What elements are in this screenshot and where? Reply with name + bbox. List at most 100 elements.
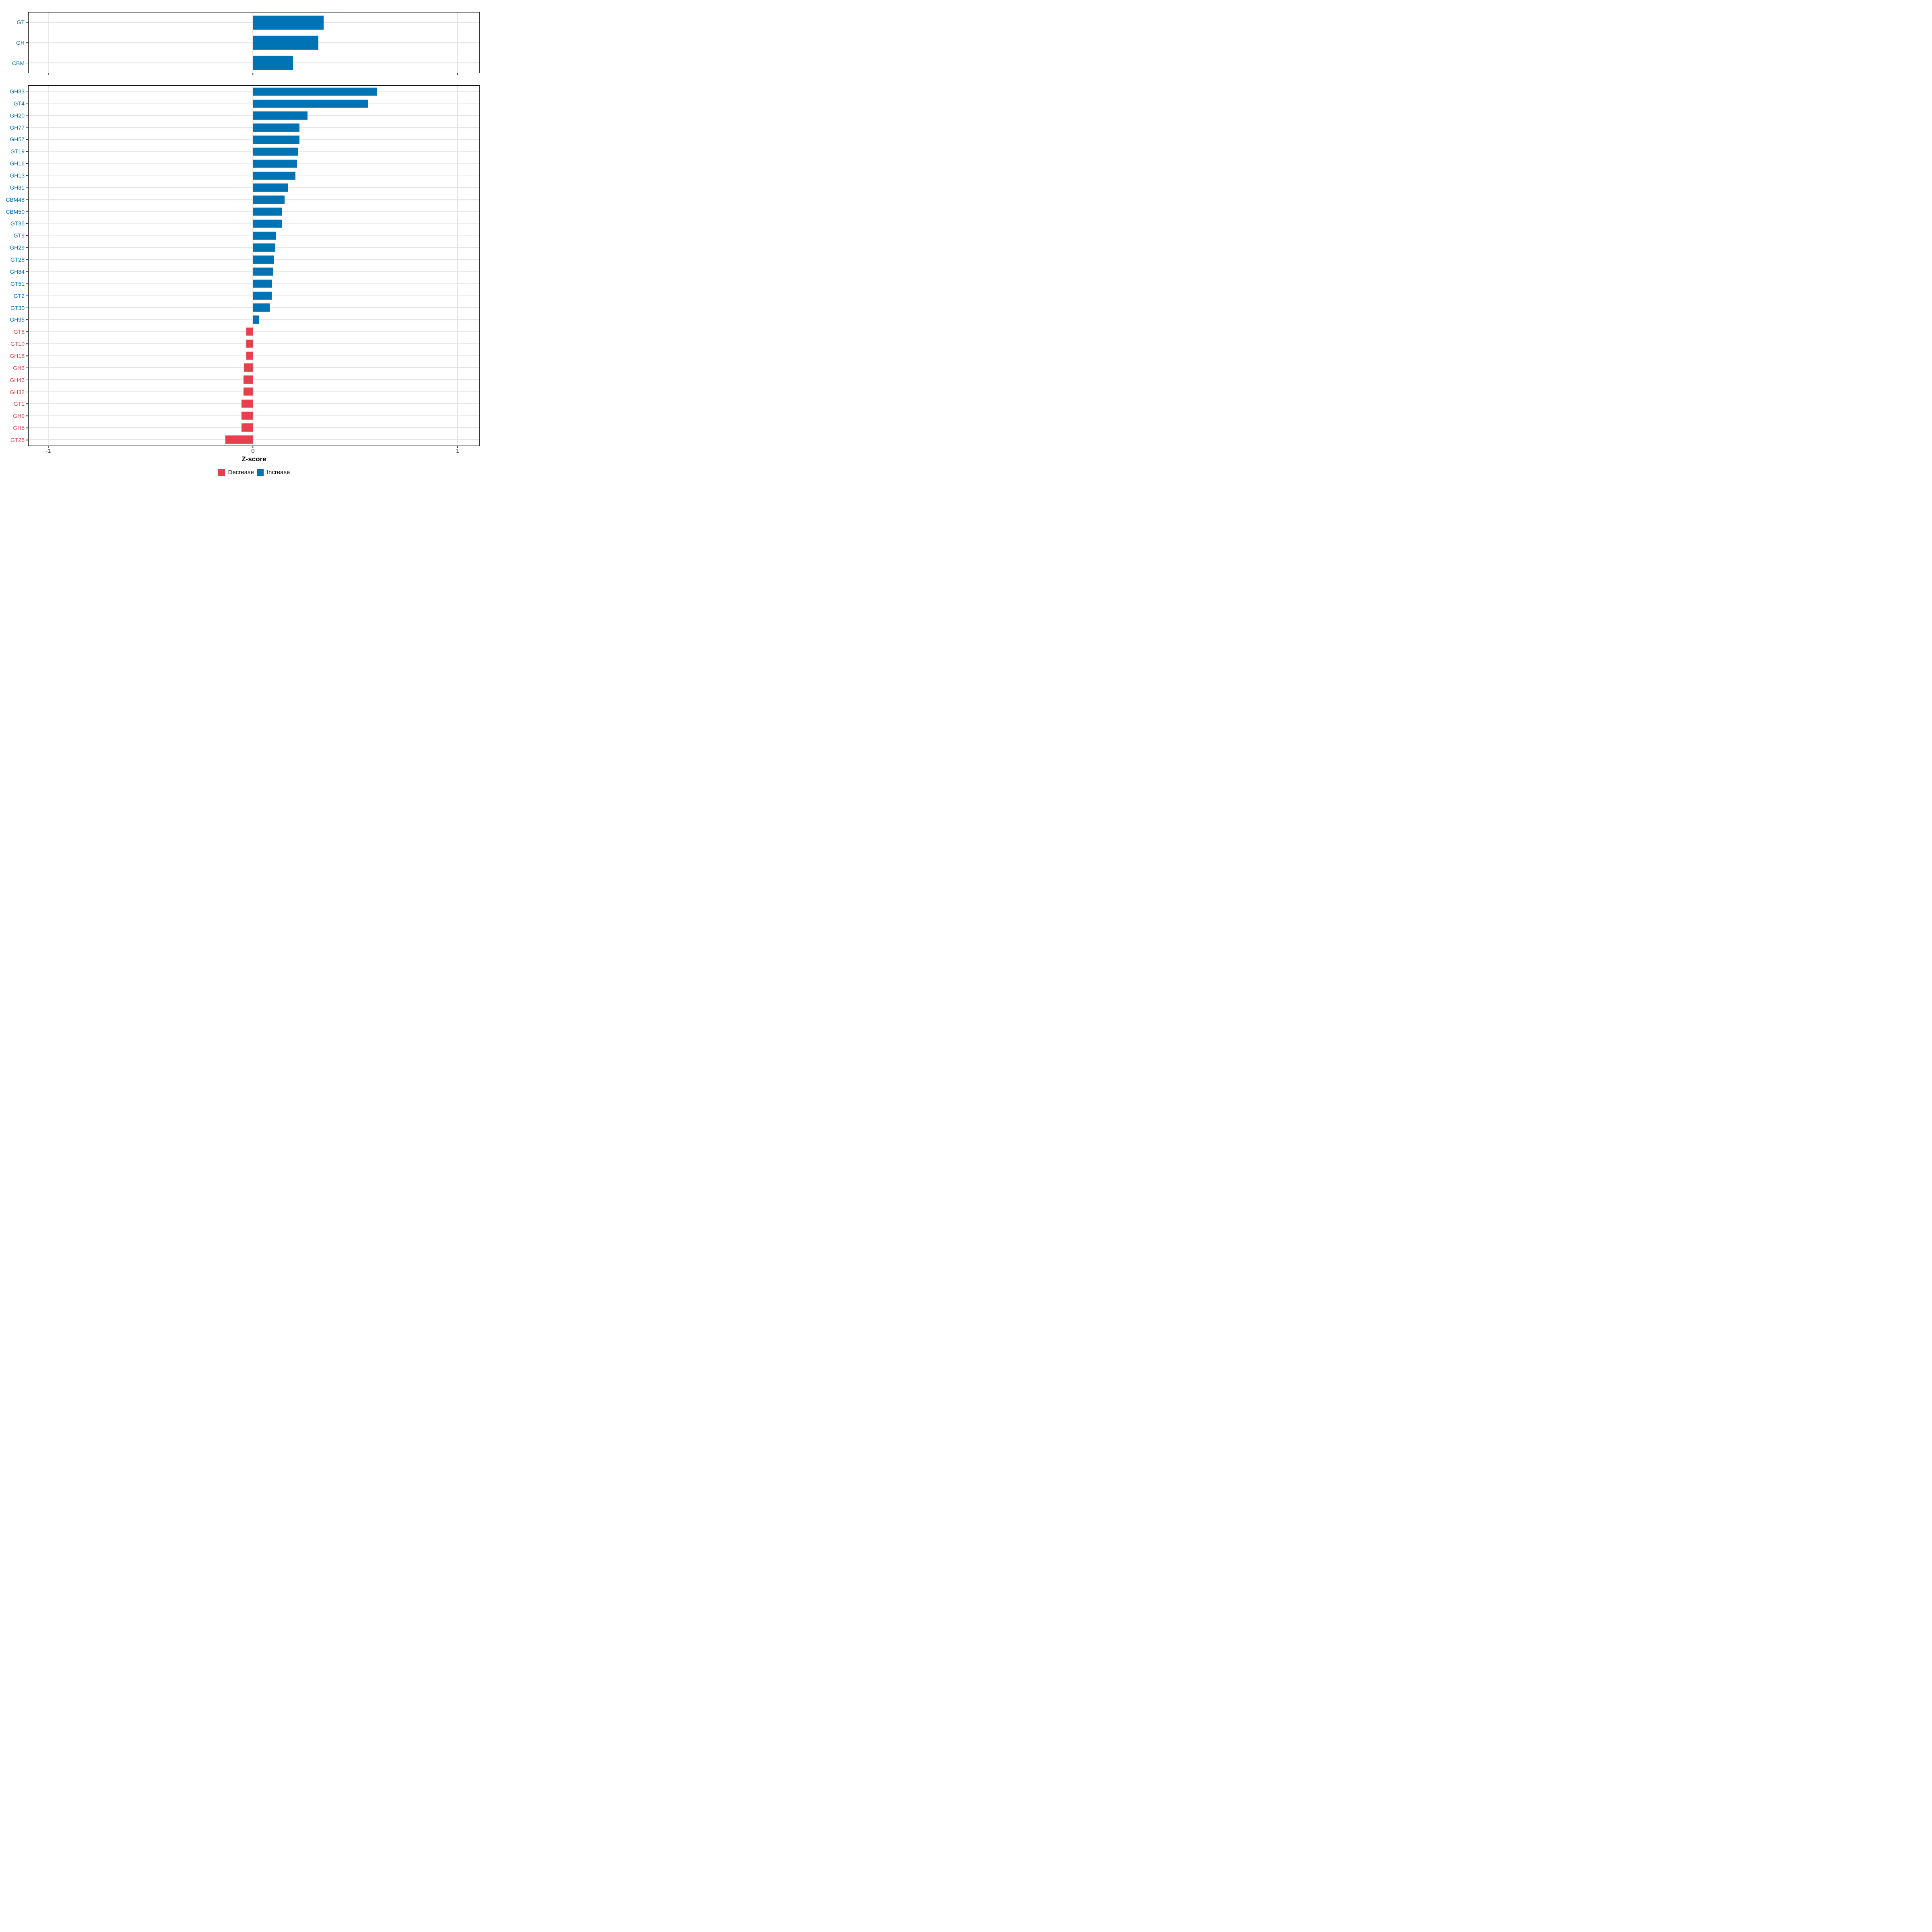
y-tick-mark [26,367,28,368]
y-axis-label-GH16: GH16 [10,160,25,167]
x-tick-label: 0 [251,448,255,454]
y-tick-mark [26,115,28,116]
bar-GT19 [253,147,298,156]
y-gridline [29,331,479,332]
bar-GT30 [253,303,270,312]
y-tick-mark [26,403,28,405]
y-axis-label-GH5: GH5 [13,425,25,431]
y-axis-label-GT30: GT30 [10,304,25,311]
bar-GH57 [253,135,299,144]
y-axis-label-CBM: CBM [12,60,25,66]
y-tick-mark [26,295,28,296]
y-tick-mark [26,151,28,152]
y-tick-mark [26,247,28,248]
y-axis-label-GH95: GH95 [10,316,25,323]
bar-GT35 [253,219,283,228]
x-tick-label: 1 [456,448,460,454]
y-axis-label-CBM50: CBM50 [6,208,25,215]
x-gridline [252,86,254,446]
x-tick-mark [48,73,49,75]
y-axis-label-GT35: GT35 [10,220,25,227]
y-axis-label-GH84: GH84 [10,268,25,275]
figure: GT GH CBM GH33 GT4 GH20 GH77 GH57 GT19 GH16 GH13 G… [0,0,483,483]
bar-GH16 [253,159,297,168]
y-axis-label-GH77: GH77 [10,124,25,131]
y-gridline [29,427,479,428]
y-axis-label-GH: GH [16,39,25,46]
y-gridline [29,403,479,404]
y-tick-mark [26,91,28,92]
bar-GH77 [253,124,300,132]
y-tick-mark [26,103,28,104]
y-axis-labels-summary: GT GH CBM [0,12,28,73]
x-axis-title: Z-score [242,455,266,463]
y-axis-label-GH20: GH20 [10,112,25,119]
x-tick-mark [252,446,254,448]
x-gridline [457,86,458,446]
y-tick-mark [26,355,28,356]
y-tick-mark [26,235,28,236]
bar-CBM48 [253,195,285,204]
y-axis-labels-families: GH33 GT4 GH20 GH77 GH57 GT19 GH16 GH13 GH31 CBM48… [0,85,28,446]
legend-swatch-increase [256,469,264,476]
y-tick-mark [26,139,28,140]
bar-GT4 [253,99,368,108]
bar-GT2 [253,291,272,300]
y-axis-label-GH3: GH3 [13,364,25,371]
y-axis-label-GT28: GT28 [10,256,25,263]
x-tick-mark [457,446,458,448]
bar-GH29 [253,244,276,252]
y-tick-mark [26,22,28,23]
y-tick-mark [26,283,28,284]
y-tick-mark [26,175,28,176]
y-tick-mark [26,62,28,64]
plot-panel-summary [28,12,480,75]
bar-GH84 [253,267,273,276]
y-axis-label-GH18: GH18 [10,353,25,359]
y-tick-mark [26,343,28,344]
legend-item-decrease: Decrease [218,469,254,476]
plot-panel-families [28,85,480,448]
bar-GH9 [241,411,253,420]
bar-GT [253,15,324,30]
y-gridline [29,439,479,440]
legend-label-decrease: Decrease [228,469,254,476]
y-axis-label-GT1: GT1 [13,400,25,407]
bar-GT26 [225,435,253,444]
y-tick-mark [26,271,28,272]
y-gridline [29,343,479,344]
y-axis-label-GH43: GH43 [10,376,25,383]
legend-swatch-decrease [218,469,225,476]
y-axis-label-GT10: GT10 [10,341,25,347]
y-tick-mark [26,259,28,260]
legend-label-increase: Increase [266,469,290,476]
x-axis-tick-labels: -1 0 1 [28,448,480,455]
bar-GT51 [253,279,272,288]
bar-CBM [253,56,293,70]
y-axis-label-GH13: GH13 [10,172,25,179]
x-tick-mark [48,446,49,448]
y-axis-label-GH31: GH31 [10,184,25,191]
bar-GH13 [253,171,295,180]
y-tick-mark [26,199,28,200]
y-tick-mark [26,163,28,164]
y-gridline [29,379,479,380]
y-gridline [29,355,479,356]
y-axis-label-GH9: GH9 [13,413,25,419]
bar-GH31 [253,184,288,192]
bar-GT28 [253,255,274,264]
y-axis-label-GH29: GH29 [10,244,25,251]
y-axis-label-GH32: GH32 [10,388,25,395]
y-tick-mark [26,427,28,428]
y-axis-label-GT: GT [17,19,25,26]
x-tick-label: -1 [45,448,51,454]
bar-GH [253,35,318,50]
bar-GH5 [241,423,253,432]
y-axis-label-CBM48: CBM48 [6,196,25,203]
y-gridline [29,415,479,416]
bar-GT9 [253,231,276,240]
bar-GT8 [246,327,253,336]
y-tick-mark [26,127,28,128]
y-axis-label-GT4: GT4 [13,100,25,107]
y-axis-label-GT8: GT8 [13,328,25,335]
